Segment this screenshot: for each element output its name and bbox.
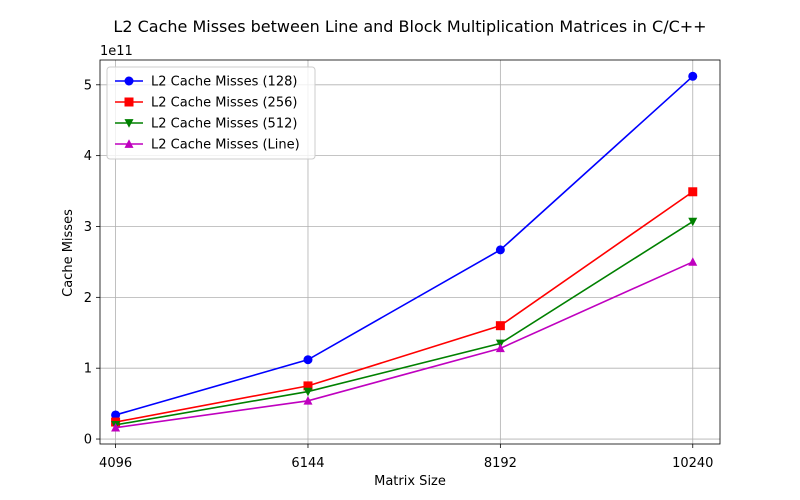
x-tick: 4096: [99, 444, 132, 471]
x-tick-label: 8192: [484, 456, 517, 471]
plot-area-frame: [99, 59, 721, 445]
y-tick: 2: [84, 291, 100, 306]
y-tick: 3: [84, 220, 100, 235]
series-3: [111, 257, 698, 432]
data-point: [124, 139, 134, 148]
x-tick-label: 4096: [99, 456, 132, 471]
data-point: [124, 97, 134, 107]
legend-label: L2 Cache Misses (Line): [151, 138, 300, 153]
y-tick: 5: [84, 78, 100, 93]
y-tick-label: 5: [84, 78, 92, 93]
y-axis-offset-label: 1e11: [100, 44, 133, 59]
series-0: [111, 71, 698, 420]
data-point: [495, 343, 505, 353]
series-line: [115, 220, 694, 426]
data-point: [688, 257, 698, 266]
y-tick: 4: [84, 149, 100, 164]
data-point: [111, 422, 121, 432]
data-point: [303, 387, 313, 397]
data-point: [111, 410, 121, 420]
y-axis-label: Cache Misses: [61, 209, 76, 297]
y-tick: 0: [84, 433, 100, 448]
x-tick: 10240: [672, 444, 713, 471]
series-line: [115, 191, 694, 423]
y-axis-ticks: 0 1 2 3 4 5: [84, 78, 100, 448]
data-point: [495, 321, 505, 331]
x-tick: 6144: [291, 444, 325, 471]
y-tick-label: 1: [84, 362, 92, 377]
y-tick-label: 0: [84, 433, 92, 448]
data-point: [303, 355, 313, 365]
legend-item: L2 Cache Misses (Line): [115, 138, 300, 153]
data-point: [688, 217, 698, 227]
x-tick-label: 6144: [291, 456, 324, 471]
data-point: [303, 396, 313, 405]
data-point: [303, 381, 313, 391]
legend: L2 Cache Misses (128) L2 Cache Misses (25…: [106, 66, 316, 160]
legend-item: L2 Cache Misses (128): [115, 75, 297, 90]
legend-label: L2 Cache Misses (512): [151, 117, 297, 132]
legend-item: L2 Cache Misses (256): [115, 96, 297, 111]
y-tick: 1: [84, 362, 100, 377]
legend-item: L2 Cache Misses (512): [115, 117, 297, 132]
data-point: [688, 187, 698, 197]
x-axis-ticks: 4096 6144 8192 10240: [99, 444, 713, 471]
y-tick-label: 3: [84, 220, 92, 235]
x-tick-label: 10240: [672, 456, 713, 471]
data-point: [124, 76, 134, 86]
data-point: [124, 119, 134, 128]
data-point: [688, 71, 698, 81]
series-layer: [111, 71, 698, 432]
x-axis-label: Matrix Size: [374, 474, 446, 489]
series-line: [115, 75, 694, 416]
y-tick-label: 4: [84, 149, 92, 164]
legend-label: L2 Cache Misses (128): [151, 75, 297, 90]
grid-lines: [100, 60, 720, 444]
y-tick-label: 2: [84, 291, 92, 306]
chart-title: L2 Cache Misses between Line and Block M…: [113, 17, 706, 36]
legend-label: L2 Cache Misses (256): [151, 96, 297, 111]
x-tick: 8192: [484, 444, 517, 471]
series-line: [115, 261, 694, 429]
legend-box: [106, 66, 316, 160]
data-point: [495, 245, 505, 255]
